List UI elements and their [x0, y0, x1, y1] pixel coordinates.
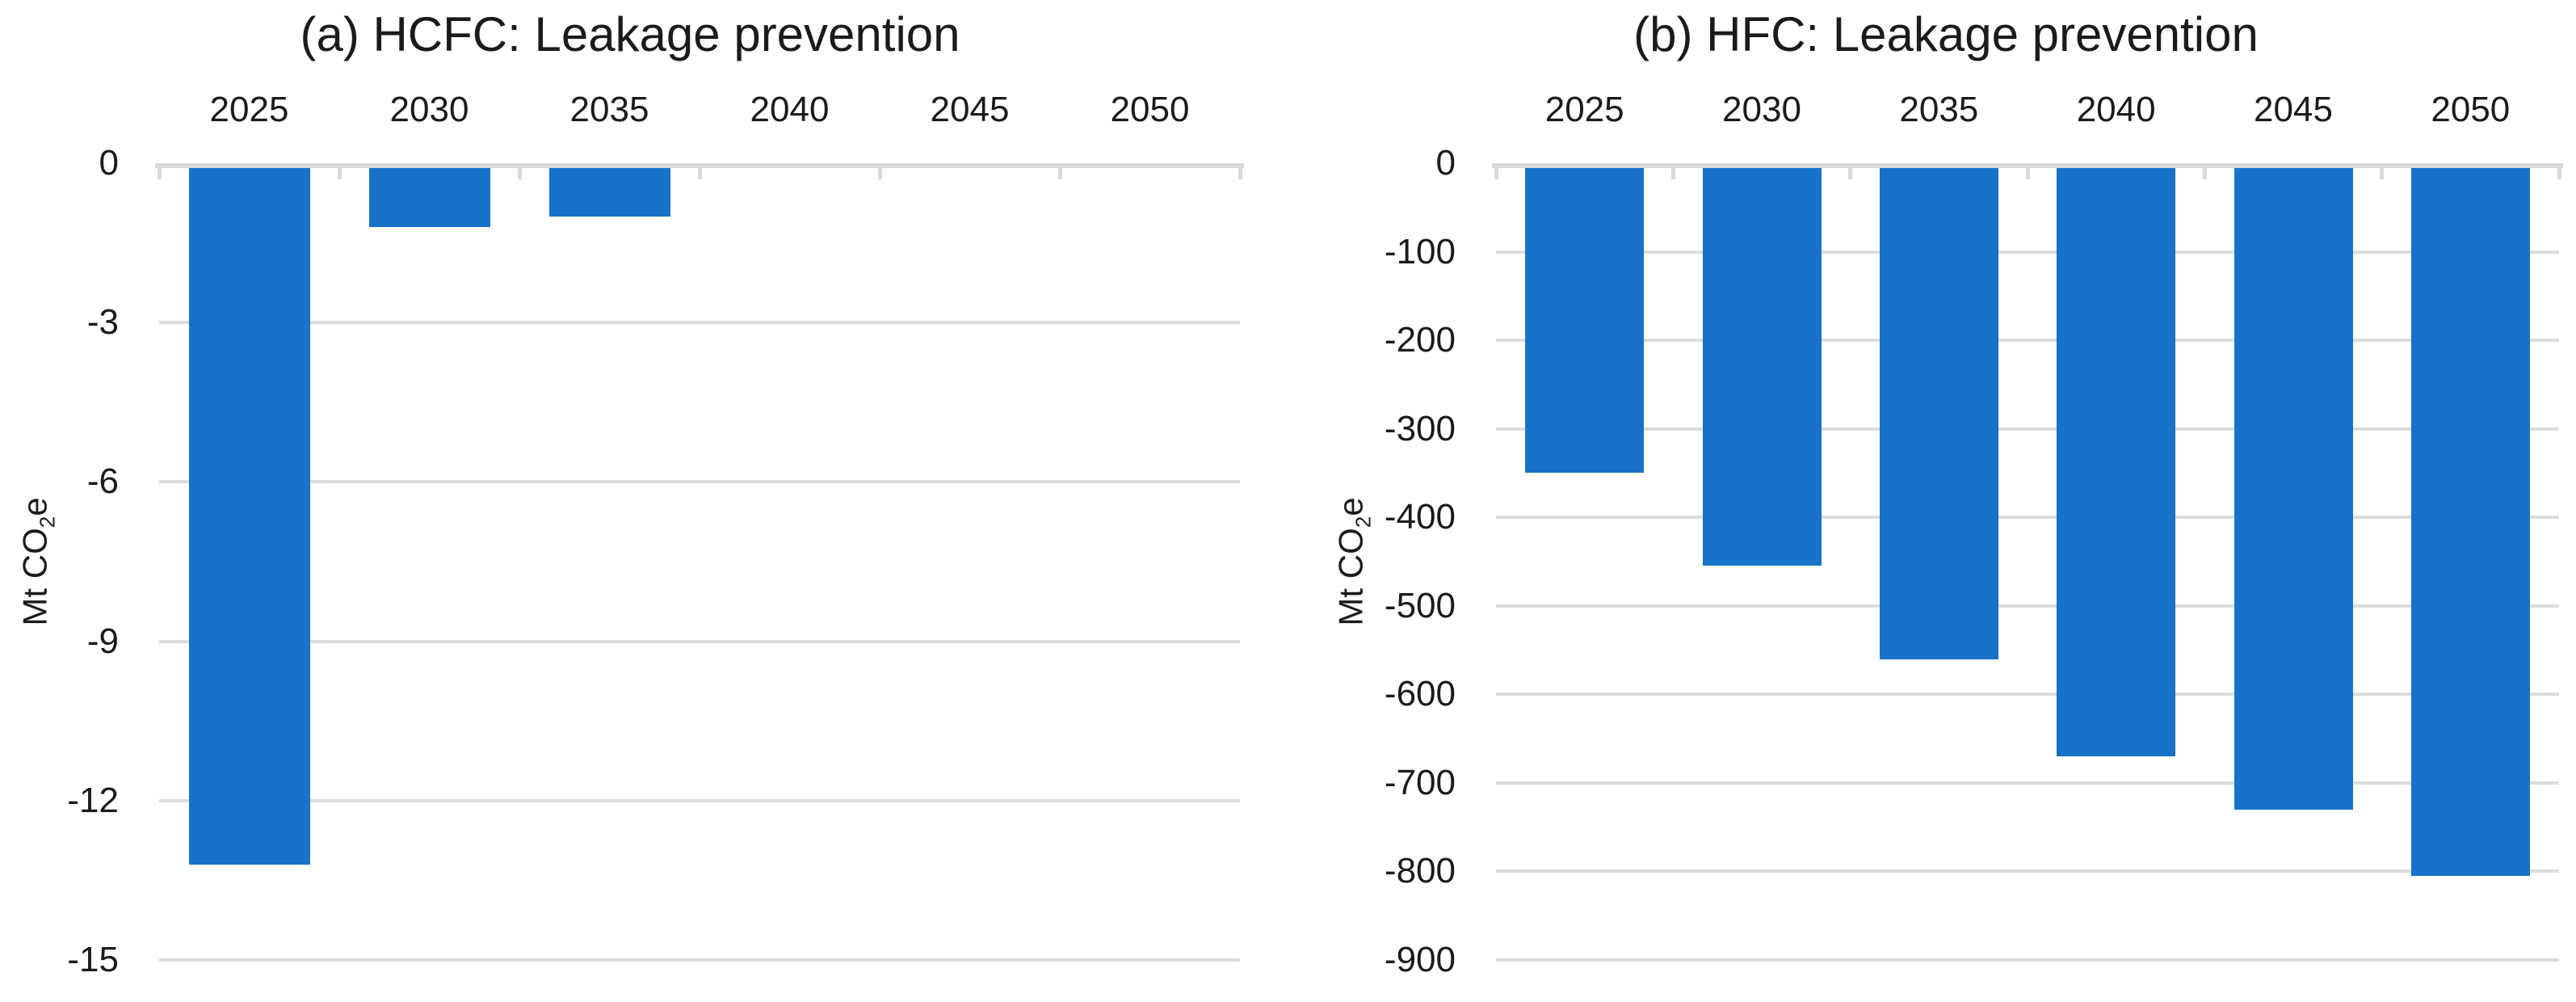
bar-2035	[548, 168, 670, 217]
y-tick-label: -500	[1384, 585, 1456, 625]
x-tick-label: 2025	[209, 90, 289, 129]
chart-title: (a) HCFC: Leakage prevention	[300, 7, 960, 61]
bar-2025	[188, 168, 310, 865]
bar-2030	[1702, 168, 1822, 566]
axis-tick	[877, 165, 882, 179]
x-tick-label: 2035	[569, 90, 649, 129]
axis-tick	[1238, 165, 1242, 179]
y-tick-label: -200	[1384, 320, 1456, 360]
axis-tick	[157, 165, 162, 179]
axis-tick	[1670, 165, 1675, 179]
y-tick-label: -300	[1384, 408, 1456, 448]
y-tick-label: -9	[86, 621, 119, 661]
y-axis-title-subscript: 2	[35, 516, 60, 528]
axis-tick	[2557, 165, 2561, 179]
axis-tick	[517, 165, 522, 179]
gridline	[159, 639, 1240, 643]
x-tick-label: 2040	[750, 90, 830, 129]
gridline	[159, 321, 1240, 325]
chart-panel-a: (a) HCFC: Leakage prevention Mt CO2e 0 -3…	[0, 0, 1260, 1002]
axis-tick	[697, 165, 702, 179]
y-tick-label: -700	[1384, 762, 1456, 802]
bar-2050	[2410, 168, 2530, 876]
chart-title: (b) HFC: Leakage prevention	[1633, 7, 2259, 61]
y-tick-label: -15	[67, 940, 119, 979]
y-tick-label: 0	[1435, 143, 1456, 183]
axis-tick	[2380, 165, 2385, 179]
gridline	[159, 958, 1240, 962]
gridline	[1496, 427, 2559, 431]
bar-2040	[2057, 168, 2176, 757]
x-tick-label: 2040	[2076, 90, 2156, 129]
gridline	[1496, 781, 2559, 785]
axis-tick	[2202, 165, 2207, 179]
y-tick-label: -100	[1384, 231, 1456, 272]
x-tick-label: 2030	[1722, 90, 1801, 129]
x-tick-label: 2050	[2431, 90, 2511, 129]
gridline	[1496, 604, 2559, 608]
x-tick-label: 2025	[1544, 90, 1624, 129]
plot-area: 0 -3 -6 -9 -12 -15 2025 2030 2035 2040 2045 2050	[67, 90, 1244, 979]
axis-tick	[1057, 165, 1062, 179]
bar-2045	[2234, 168, 2353, 810]
gridline	[159, 798, 1240, 802]
axis-tick	[2025, 165, 2030, 179]
y-axis-title-text: Mt CO	[15, 528, 54, 626]
x-tick-label: 2030	[389, 90, 469, 129]
gridline	[1496, 693, 2559, 697]
axis-tick	[1494, 165, 1498, 179]
plot-area: 0 -100 -200 -300 -400 -500 -600 -700 -800 -900 202…	[1385, 90, 2563, 979]
y-tick-label: -400	[1384, 497, 1456, 537]
gridline	[1496, 339, 2559, 343]
y-axis-title: Mt CO2e	[16, 497, 61, 625]
y-tick-label: 0	[99, 143, 119, 183]
y-tick-label: -600	[1384, 674, 1456, 714]
y-tick-label: -12	[67, 780, 119, 820]
y-tick-label: -3	[86, 302, 119, 343]
y-tick-label: -900	[1384, 940, 1456, 979]
gridline	[159, 480, 1240, 484]
axis-tick	[1848, 165, 1853, 179]
gridline	[1496, 958, 2559, 962]
gridline	[1496, 869, 2559, 874]
chart-panel-b: (b) HFC: Leakage prevention Mt CO2e 0 -10…	[1316, 0, 2576, 1002]
axis-tick	[337, 165, 342, 179]
gridline	[1496, 250, 2559, 254]
bar-2025	[1525, 168, 1645, 474]
bar-2030	[368, 168, 490, 227]
x-tick-label: 2050	[1110, 90, 1190, 129]
bar-2035	[1879, 168, 1998, 659]
y-tick-label: -6	[86, 461, 119, 502]
x-tick-label: 2045	[930, 90, 1010, 129]
x-tick-label: 2035	[1899, 90, 1979, 129]
y-tick-label: -800	[1384, 851, 1456, 891]
x-tick-label: 2045	[2254, 90, 2333, 129]
gridline	[1496, 516, 2559, 520]
